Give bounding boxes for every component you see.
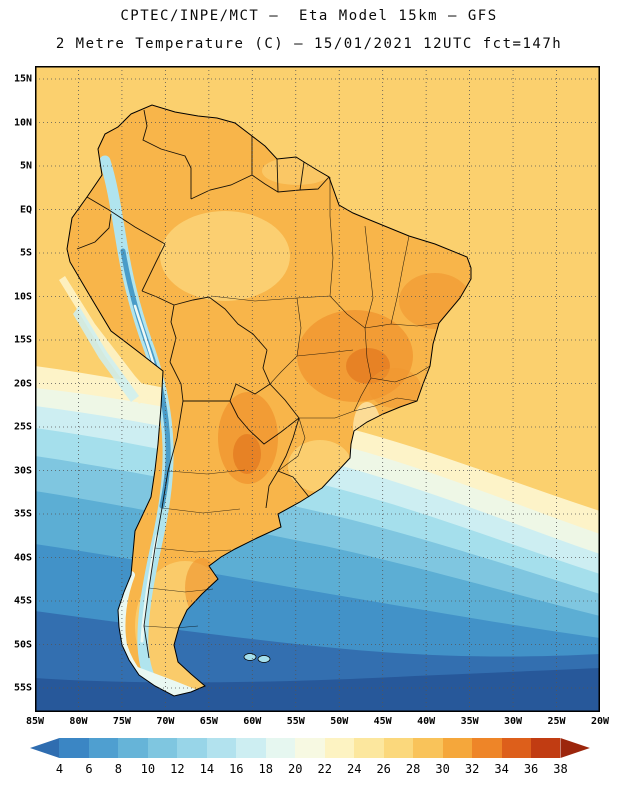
brazil-state-borders xyxy=(210,177,440,472)
lat-tick-label: 5N xyxy=(19,160,32,172)
colorbar-tick: 24 xyxy=(346,762,362,776)
colorbar-segment xyxy=(354,738,384,758)
lat-tick-label: 55S xyxy=(13,682,32,694)
colorbar-segment xyxy=(88,738,119,758)
colorbar-segment xyxy=(118,738,148,758)
colorbar-tick: 38 xyxy=(553,762,568,776)
colorbar-segment xyxy=(147,738,178,758)
colorbar-segment xyxy=(265,738,296,758)
colorbar-segment xyxy=(472,738,502,758)
colorbar-segment xyxy=(530,738,561,758)
colorbar-segment xyxy=(324,738,355,758)
lon-tick-label: 35W xyxy=(460,716,479,727)
minas-hot-patch xyxy=(369,368,421,408)
map-area xyxy=(35,66,600,712)
lat-tick-label: 10N xyxy=(13,117,32,128)
lon-tick-label: 55W xyxy=(286,716,305,727)
colorbar-segment xyxy=(383,738,414,758)
colorbar-segment xyxy=(177,738,207,758)
colorbar-segment xyxy=(30,738,60,758)
lon-tick-label: 20W xyxy=(590,716,609,727)
lat-tick-label: 10S xyxy=(13,291,32,302)
argentina-province-borders xyxy=(143,469,246,629)
lat-tick-label: 25S xyxy=(13,421,32,433)
lon-tick-label: 70W xyxy=(156,716,175,727)
page-title: CPTEC/INPE/MCT – Eta Model 15km – GFS xyxy=(120,8,498,24)
lat-tick-label: 5S xyxy=(19,247,32,259)
falkland-east-island xyxy=(257,655,271,663)
colorbar-tick: 8 xyxy=(114,762,123,776)
lon-tick-label: 45W xyxy=(373,716,392,727)
colorbar-tick: 10 xyxy=(140,762,156,776)
chaco-hotter-core xyxy=(233,434,261,474)
lat-tick-label: 50S xyxy=(13,639,32,650)
colorbar-segment xyxy=(295,738,325,758)
lat-tick-label: 45S xyxy=(13,595,32,607)
colorbar-segment xyxy=(236,738,266,758)
country-borders xyxy=(76,109,330,659)
colorbar-tick: 4 xyxy=(55,762,64,776)
colorbar-segment xyxy=(501,738,531,758)
tierra-del-fuego-ice xyxy=(133,666,200,696)
colorbar-tick: 36 xyxy=(523,762,539,776)
colorbar-tick: 28 xyxy=(405,762,421,776)
amazon-light-patch xyxy=(160,211,290,301)
colorbar-segment xyxy=(413,738,443,758)
colorbar-tick: 30 xyxy=(435,762,450,776)
colorbar-tick: 26 xyxy=(376,762,391,776)
colorbar-segment xyxy=(206,738,237,758)
colorbar-segment xyxy=(560,738,590,758)
lon-tick-label: 85W xyxy=(25,716,45,727)
colorbar-tick: 32 xyxy=(464,762,480,776)
map-frame xyxy=(35,66,600,712)
falkland-west-island xyxy=(243,653,257,661)
colorbar-segment xyxy=(442,738,473,758)
lon-tick-label: 75W xyxy=(112,716,131,727)
temperature-colorbar xyxy=(30,738,590,758)
colorbar-tick: 20 xyxy=(288,762,303,776)
lon-tick-label: 30W xyxy=(504,716,523,727)
humboldt-coastal-cyan xyxy=(73,306,139,402)
lon-tick-label: 65W xyxy=(199,716,218,727)
lon-tick-label: 50W xyxy=(330,716,349,727)
lat-tick-label: 40S xyxy=(13,552,32,563)
colorbar-tick: 16 xyxy=(229,762,244,776)
lat-tick-label: 20S xyxy=(13,378,32,389)
humboldt-coastal-cream xyxy=(59,276,153,404)
lon-tick-label: 80W xyxy=(69,716,88,727)
lon-tick-label: 40W xyxy=(417,716,436,727)
lon-tick-label: 25W xyxy=(547,716,566,727)
colorbar-tick: 18 xyxy=(258,762,273,776)
colorbar-tick: 14 xyxy=(199,762,215,776)
ocean-band-deepest xyxy=(35,668,600,712)
colorbar-tick: 6 xyxy=(85,762,93,776)
colorbar-tick: 22 xyxy=(317,762,332,776)
page-subtitle: 2 Metre Temperature (C) – 15/01/2021 12U… xyxy=(55,36,563,52)
lat-tick-label: 15S xyxy=(13,334,32,346)
colorbar-tick: 12 xyxy=(170,762,185,776)
lat-tick-label: 35S xyxy=(13,508,32,520)
map-svg xyxy=(35,66,600,712)
lat-tick-label: EQ xyxy=(19,204,32,215)
lat-tick-label: 30S xyxy=(13,465,32,476)
colorbar-segment xyxy=(59,738,89,758)
lat-tick-label: 15N xyxy=(13,73,32,85)
colorbar-tick: 34 xyxy=(494,762,509,776)
lon-tick-label: 60W xyxy=(243,716,262,727)
